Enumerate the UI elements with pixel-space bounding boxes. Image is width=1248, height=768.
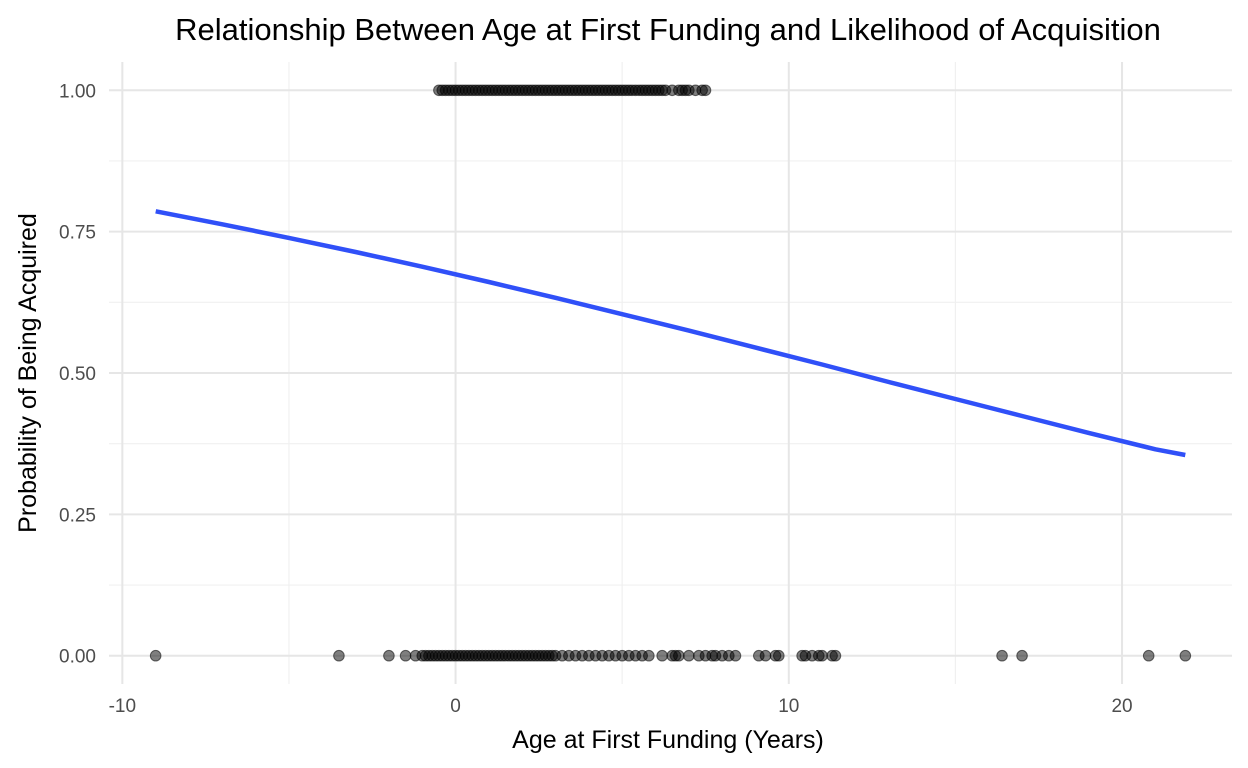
data-point xyxy=(816,649,828,662)
x-tick-label: 10 xyxy=(778,696,799,717)
data-point xyxy=(759,649,772,662)
data-point xyxy=(656,649,668,662)
x-tick-label: 0 xyxy=(450,696,461,717)
data-point xyxy=(699,84,712,97)
x-axis-ticks: -10 0 10 20 xyxy=(109,696,1133,717)
data-point xyxy=(683,649,695,662)
y-tick-label: 0.75 xyxy=(59,223,96,244)
data-point xyxy=(383,649,395,662)
fit-line xyxy=(155,209,1186,458)
data-point xyxy=(149,649,162,662)
data-point xyxy=(333,649,345,662)
data-point xyxy=(729,649,742,662)
data-point xyxy=(673,649,685,662)
x-tick-label: -10 xyxy=(109,696,136,717)
x-tick-label: 20 xyxy=(1111,696,1132,717)
data-point xyxy=(1179,649,1192,662)
y-axis-ticks: 0.00 0.25 0.50 0.75 1.00 xyxy=(59,81,96,667)
y-axis-title: Probability of Being Acquired xyxy=(14,213,42,533)
y-tick-label: 1.00 xyxy=(59,81,96,102)
x-axis-title: Age at First Funding (Years) xyxy=(512,726,824,754)
data-point xyxy=(829,649,842,662)
data-points xyxy=(149,84,1192,662)
chart-title: Relationship Between Age at First Fundin… xyxy=(175,12,1161,47)
data-point xyxy=(643,649,655,662)
y-tick-label: 0.50 xyxy=(59,364,96,385)
data-point xyxy=(773,649,785,662)
data-point xyxy=(1016,649,1028,662)
major-gridlines xyxy=(109,62,1232,684)
y-tick-label: 0.00 xyxy=(59,647,96,668)
data-point xyxy=(1142,649,1155,662)
fit-line-layer xyxy=(155,209,1186,458)
data-point xyxy=(996,649,1008,662)
data-point xyxy=(399,649,412,662)
y-tick-label: 0.25 xyxy=(59,505,96,526)
